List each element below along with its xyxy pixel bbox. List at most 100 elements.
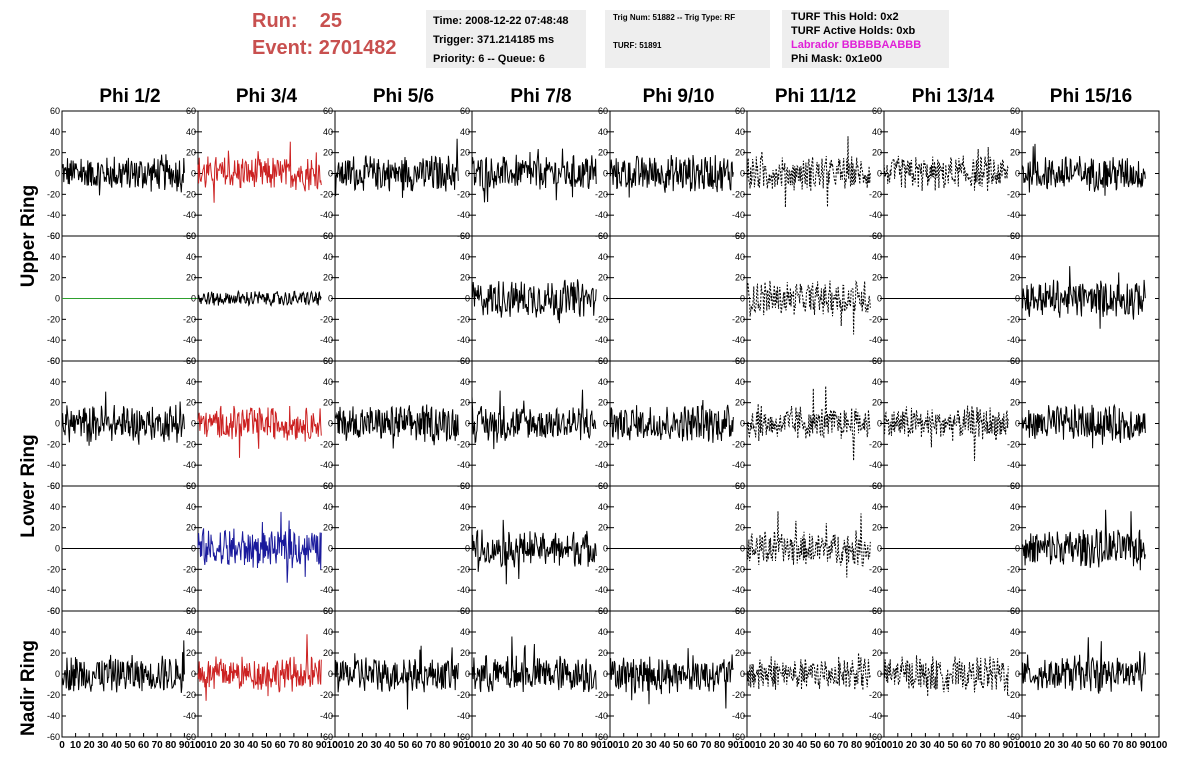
y-tick-label: 20 xyxy=(50,148,60,158)
y-tick-label: 20 xyxy=(735,523,745,533)
y-tick-label: -40 xyxy=(457,210,470,220)
waveform-trace xyxy=(746,652,871,691)
column-header-phi-9-10: Phi 9/10 xyxy=(642,86,715,107)
x-tick-label: 0 xyxy=(1019,740,1025,751)
time-text: Time: 2008-12-22 07:48:48 xyxy=(433,15,569,27)
y-tick-label: -60 xyxy=(457,732,470,742)
y-tick-label: 40 xyxy=(872,252,882,262)
y-tick-label: -40 xyxy=(595,460,608,470)
priority-text: Priority: 6 -- Queue: 6 xyxy=(433,53,545,65)
x-tick-label: 20 xyxy=(1044,740,1056,751)
y-tick-label: 20 xyxy=(323,273,333,283)
x-tick-label: 30 xyxy=(234,740,246,751)
y-tick-label: 60 xyxy=(460,356,470,366)
waveform-trace xyxy=(471,519,597,585)
y-tick-label: -20 xyxy=(732,690,745,700)
y-tick-label: 40 xyxy=(186,252,196,262)
run-event-label: Run: 25 Event: 2701482 xyxy=(252,8,397,62)
y-tick-label: -20 xyxy=(732,314,745,324)
x-tick-label: 60 xyxy=(687,740,699,751)
y-tick-label: -40 xyxy=(1007,585,1020,595)
trigger-text: Trigger: 371.214185 ms xyxy=(433,34,555,46)
trigger-info-box: Trig Num: 51882 -- Trig Type: RF TURF: 5… xyxy=(605,10,770,68)
y-tick-label: -60 xyxy=(47,732,60,742)
y-tick-label: 60 xyxy=(872,481,882,491)
y-tick-label: -40 xyxy=(320,460,333,470)
x-tick-label: 10 xyxy=(206,740,218,751)
y-tick-label: -40 xyxy=(732,335,745,345)
y-tick-label: 40 xyxy=(872,127,882,137)
x-tick-label: 10 xyxy=(343,740,355,751)
y-tick-label: -20 xyxy=(869,189,882,199)
column-header-phi-3-4: Phi 3/4 xyxy=(235,86,298,107)
waveform-trace xyxy=(1021,509,1146,571)
y-tick-label: 0 xyxy=(603,669,608,679)
y-tick-label: -20 xyxy=(457,564,470,574)
y-tick-label: -40 xyxy=(47,460,60,470)
y-tick-label: -20 xyxy=(869,439,882,449)
x-tick-label: 70 xyxy=(288,740,300,751)
x-tick-label: 20 xyxy=(769,740,781,751)
y-tick-label: 60 xyxy=(323,231,333,241)
y-tick-label: -60 xyxy=(47,606,60,616)
waveform-trace xyxy=(1021,266,1146,329)
y-tick-label: -20 xyxy=(320,439,333,449)
y-tick-label: -40 xyxy=(183,460,196,470)
y-tick-label: -20 xyxy=(457,189,470,199)
y-tick-label: 40 xyxy=(323,252,333,262)
y-tick-label: 40 xyxy=(50,502,60,512)
x-tick-label: 80 xyxy=(989,740,1001,751)
y-tick-label: 60 xyxy=(460,481,470,491)
y-tick-label: -40 xyxy=(595,711,608,721)
y-tick-label: 60 xyxy=(735,106,745,116)
x-tick-label: 80 xyxy=(1126,740,1138,751)
y-tick-label: 60 xyxy=(1010,106,1020,116)
x-tick-label: 70 xyxy=(425,740,437,751)
y-tick-label: -20 xyxy=(183,189,196,199)
y-tick-label: -20 xyxy=(732,189,745,199)
x-tick-label: 50 xyxy=(947,740,959,751)
y-tick-label: 40 xyxy=(1010,127,1020,137)
x-tick-label: 80 xyxy=(714,740,726,751)
y-tick-label: 60 xyxy=(1010,481,1020,491)
y-tick-label: 20 xyxy=(735,398,745,408)
trig-num-text: Trig Num: 51882 -- Trig Type: RF xyxy=(613,13,736,22)
y-tick-label: -40 xyxy=(869,711,882,721)
y-tick-label: 20 xyxy=(1010,148,1020,158)
y-tick-label: 0 xyxy=(328,419,333,429)
y-tick-label: 40 xyxy=(50,377,60,387)
y-tick-label: -40 xyxy=(457,711,470,721)
y-tick-label: -20 xyxy=(47,314,60,324)
x-tick-label: 90 xyxy=(865,740,877,751)
y-tick-label: 60 xyxy=(323,606,333,616)
y-tick-label: 40 xyxy=(598,627,608,637)
y-tick-label: 40 xyxy=(1010,502,1020,512)
event-label: Event: xyxy=(252,37,314,59)
waveform-trace xyxy=(471,148,597,203)
y-tick-label: -20 xyxy=(47,564,60,574)
x-tick-label: 40 xyxy=(659,740,671,751)
turf-this-hold-text: TURF This Hold: 0x2 xyxy=(791,11,899,23)
y-tick-label: 0 xyxy=(55,294,60,304)
y-tick-label: -20 xyxy=(457,439,470,449)
y-tick-label: -40 xyxy=(869,210,882,220)
x-tick-label: 40 xyxy=(384,740,396,751)
y-tick-label: 40 xyxy=(1010,627,1020,637)
y-tick-label: 20 xyxy=(598,273,608,283)
x-tick-label: 20 xyxy=(84,740,96,751)
labrador-text: Labrador BBBBBAABBB xyxy=(791,39,922,51)
y-tick-label: 0 xyxy=(191,169,196,179)
waveform-trace xyxy=(746,280,871,335)
y-tick-label: 0 xyxy=(1015,294,1020,304)
y-tick-label: 60 xyxy=(598,231,608,241)
